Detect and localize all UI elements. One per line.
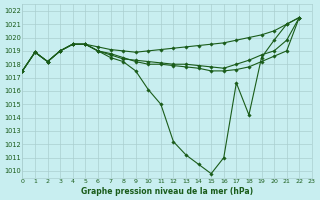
X-axis label: Graphe pression niveau de la mer (hPa): Graphe pression niveau de la mer (hPa) [81,187,253,196]
